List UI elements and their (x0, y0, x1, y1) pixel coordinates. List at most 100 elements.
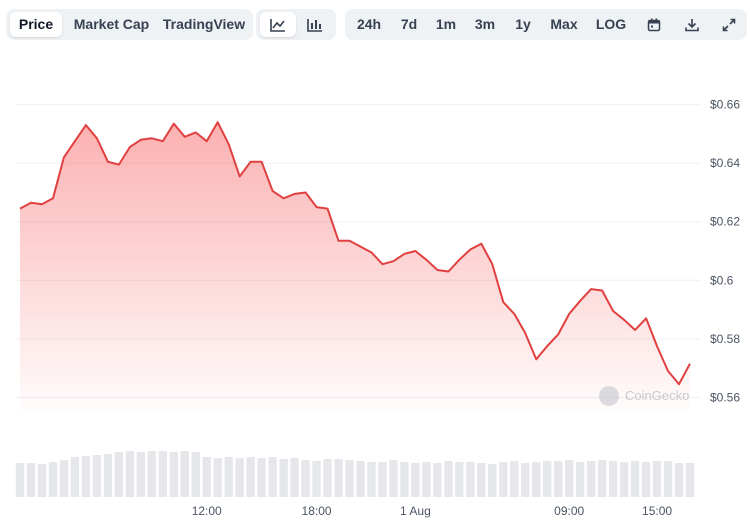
range-7d-button[interactable]: 7d (400, 16, 418, 32)
calendar-button[interactable] (640, 12, 668, 37)
volume-bar (334, 459, 343, 497)
volume-bar (81, 456, 91, 497)
volume-bar (356, 461, 365, 497)
volume-bar (114, 452, 124, 497)
tab-price[interactable]: Price (10, 12, 62, 37)
y-tick-label: $0.56 (710, 390, 740, 404)
volume-bar (169, 452, 178, 497)
candlestick-chart-button[interactable] (297, 12, 333, 37)
volume-bar (70, 457, 80, 497)
volume-bar (235, 458, 244, 497)
volume-bar (488, 464, 497, 497)
volume-bar (26, 463, 36, 497)
y-tick-label: $0.58 (710, 332, 740, 346)
volume-bar (378, 462, 387, 497)
candlestick-chart-icon (307, 18, 322, 32)
volume-bar (389, 460, 398, 497)
x-tick-label: 15:00 (642, 504, 672, 518)
watermark-text: CoinGecko (625, 388, 689, 403)
volume-bar (608, 461, 618, 497)
volume-bar (213, 458, 222, 497)
volume-bar (345, 460, 354, 497)
volume-bar (312, 461, 321, 497)
range-max-button[interactable]: Max (550, 16, 578, 32)
volume-bar (444, 461, 453, 497)
volume-bar (499, 462, 508, 497)
volume-bar (597, 460, 607, 497)
volume-bar (455, 462, 464, 497)
volume-bar (290, 458, 299, 497)
volume-bar (246, 457, 255, 497)
volume-bars (15, 451, 695, 497)
volume-bar (257, 458, 266, 497)
volume-bar (103, 454, 113, 497)
price-area (20, 122, 690, 412)
volume-bar (279, 459, 288, 497)
x-tick-label: 18:00 (302, 504, 332, 518)
volume-bar (136, 452, 145, 497)
price-line (19, 121, 691, 386)
y-tick-label: $0.64 (710, 156, 740, 170)
tab-market-cap[interactable]: Market Cap (73, 16, 150, 32)
y-axis-ticks: $0.56 $0.58 $0.6 $0.62 $0.64 $0.66 (710, 98, 740, 405)
y-tick-label: $0.66 (710, 98, 740, 112)
volume-bar (158, 451, 167, 497)
volume-bar (674, 463, 684, 497)
volume-bar (652, 461, 662, 497)
volume-bar (466, 462, 475, 497)
range-24h-button[interactable]: 24h (356, 16, 382, 32)
tab-tradingview[interactable]: TradingView (162, 16, 246, 32)
view-tab-group: Price Market Cap TradingView (6, 9, 253, 40)
volume-bar (685, 463, 695, 497)
volume-bar (422, 462, 431, 497)
x-tick-label: 1 Aug (400, 504, 431, 518)
log-scale-button[interactable]: LOG (595, 16, 627, 32)
volume-bar (630, 461, 640, 497)
volume-bar (532, 462, 541, 497)
volume-bar (37, 464, 47, 497)
y-tick-label: $0.6 (710, 273, 734, 287)
expand-button[interactable] (715, 12, 743, 37)
download-button[interactable] (678, 12, 706, 37)
range-1m-button[interactable]: 1m (435, 16, 457, 32)
range-3m-button[interactable]: 3m (474, 16, 496, 32)
volume-bar (59, 460, 69, 497)
y-tick-label: $0.62 (710, 215, 740, 229)
volume-bar (575, 462, 585, 497)
volume-bar (400, 462, 409, 497)
volume-bar (15, 463, 25, 497)
coingecko-logo-icon (599, 386, 619, 406)
volume-bar (125, 451, 135, 497)
volume-bar (433, 463, 442, 497)
range-1y-button[interactable]: 1y (515, 16, 531, 32)
volume-bar (323, 459, 332, 497)
line-chart-icon (270, 18, 285, 32)
volume-bar (202, 457, 211, 497)
volume-bar (411, 463, 420, 497)
coingecko-watermark: CoinGecko (599, 386, 689, 406)
chart-type-group (256, 9, 336, 40)
x-tick-label: 09:00 (554, 504, 584, 518)
volume-bar (477, 463, 486, 497)
download-icon (685, 18, 699, 31)
calendar-icon (647, 18, 661, 31)
expand-icon (722, 18, 736, 31)
volume-bar (367, 462, 376, 497)
volume-bar (543, 461, 552, 497)
volume-bar (48, 462, 58, 497)
volume-bar (224, 457, 233, 497)
volume-bar (191, 452, 200, 497)
volume-bar (268, 457, 277, 497)
volume-bar (180, 451, 189, 497)
volume-bar (510, 461, 519, 497)
volume-bar (586, 461, 596, 497)
volume-bar (641, 462, 651, 497)
line-chart-button[interactable] (260, 12, 296, 37)
volume-bar (565, 460, 574, 497)
volume-bar (663, 461, 673, 497)
volume-bar (554, 461, 563, 497)
volume-bar (92, 455, 102, 497)
range-toolbar: 24h 7d 1m 3m 1y Max LOG (345, 9, 747, 40)
